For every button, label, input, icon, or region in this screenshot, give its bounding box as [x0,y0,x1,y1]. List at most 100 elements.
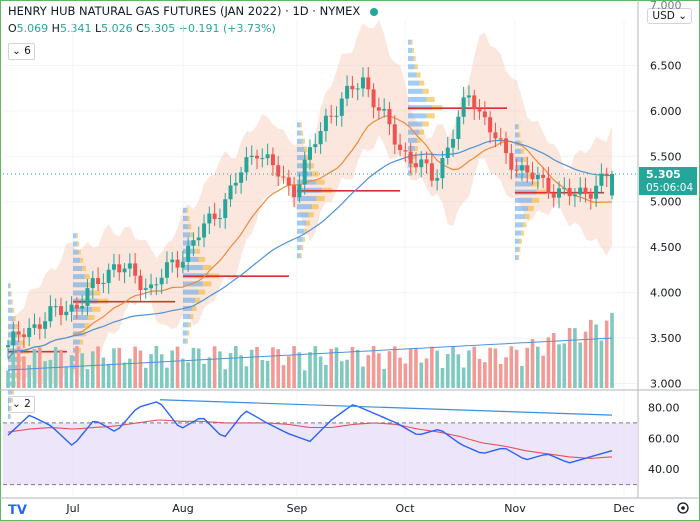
symbol-title[interactable]: HENRY HUB NATURAL GAS FUTURES (JAN 2022)… [8,4,361,18]
candle-body [133,263,138,276]
candle-body [228,185,233,200]
candle-body [318,131,323,145]
volume-profile-bar [198,289,206,295]
volume-profile-bar [408,39,412,45]
candle [186,237,191,272]
candle [472,89,477,121]
volume-bar [297,352,302,388]
candle [355,82,360,101]
volume-profile-bar [414,146,418,152]
candle-body [567,187,572,197]
volume-profile-bar [8,381,14,387]
candle-body [255,155,260,159]
candle [90,271,95,299]
candle-body [37,324,42,329]
volume-profile-bar [515,124,518,130]
candle-body [583,187,588,194]
candle [339,92,344,127]
price-tick-label: 3.000 [650,377,682,390]
volume-profile-bar [426,96,435,102]
rsi-pane: 40.00 60.00 80.00 [3,399,680,486]
volume-profile-bar [515,197,532,203]
volume-bar [287,356,291,388]
indicators-toggle[interactable]: ⌄ 6 [8,43,35,60]
candle [255,149,260,170]
candle [419,151,424,178]
candle-body [217,218,222,220]
candle [27,318,32,347]
volume-bar [493,348,498,388]
candle [244,147,249,181]
volume-profile-bar [8,414,11,420]
candle-body [212,213,217,220]
volume-bar [461,367,466,388]
candle [159,268,164,294]
volume-bar [302,370,307,388]
volume-bar [392,346,397,388]
candle [270,147,275,176]
candle-body [202,223,207,238]
candle-body [339,98,344,116]
symbol-title-row: HENRY HUB NATURAL GAS FUTURES (JAN 2022)… [8,4,378,18]
candle [223,192,228,229]
candle-body [488,117,493,133]
volume-bar [445,354,450,388]
candle [403,142,408,162]
volume-profile-bar [528,205,534,211]
candle [440,150,445,189]
volume-profile-bar [519,238,522,244]
volume-bar [329,348,333,388]
candle [557,181,562,209]
candle [21,328,26,348]
volume-profile-bar [15,373,19,379]
volume-bar [498,363,503,388]
candlesticks [6,67,614,359]
volume-profile-bar [183,224,189,230]
volume-profile-bar [183,232,191,238]
candle-body [504,138,509,154]
volume-profile-bar [413,56,416,62]
volume-profile-bar [297,204,313,210]
volume-bar [371,346,376,388]
volume-profile-bar [183,305,193,311]
rsi-tick-label: 60.00 [648,432,680,445]
volume-profile-bar [300,122,302,128]
volume-profile-bar [316,196,325,202]
candle-body [85,288,90,307]
candle [286,169,291,196]
candle [371,83,376,119]
candle [164,251,169,285]
rsi-indicators-toggle[interactable]: ⌄ 2 [8,396,35,413]
settings-gear-icon[interactable] [677,502,689,514]
volume-bar [255,346,259,388]
volume-bar [377,353,381,388]
volume-bar [212,346,217,388]
tradingview-logo-icon[interactable]: 𝗧𝗩 [8,503,27,518]
volume-profile-bar [408,96,427,102]
volume-bar [133,346,137,388]
candle-body [387,108,392,125]
volume-profile-bar [73,282,88,288]
volume-profile-bar [198,256,206,262]
volume-profile-bar [517,255,520,261]
candle-body [196,237,201,241]
volume-bar [403,363,408,388]
volume-profile-bar [316,179,325,185]
volume-profile-bar [408,72,417,78]
volume-bar [218,351,222,388]
candle [546,166,551,199]
currency-select[interactable]: USD ⌄ [647,8,692,24]
candle-body [440,158,445,179]
volume-bar [112,348,116,388]
price-tick-label: 6.000 [650,105,682,118]
candle-body [27,327,32,338]
candle-body [408,151,413,164]
volume-bar [530,339,535,388]
candle [127,253,132,277]
volume-bar [557,344,561,388]
candle-body [419,159,424,168]
volume-bar [165,367,169,388]
volume-bar [159,354,164,388]
